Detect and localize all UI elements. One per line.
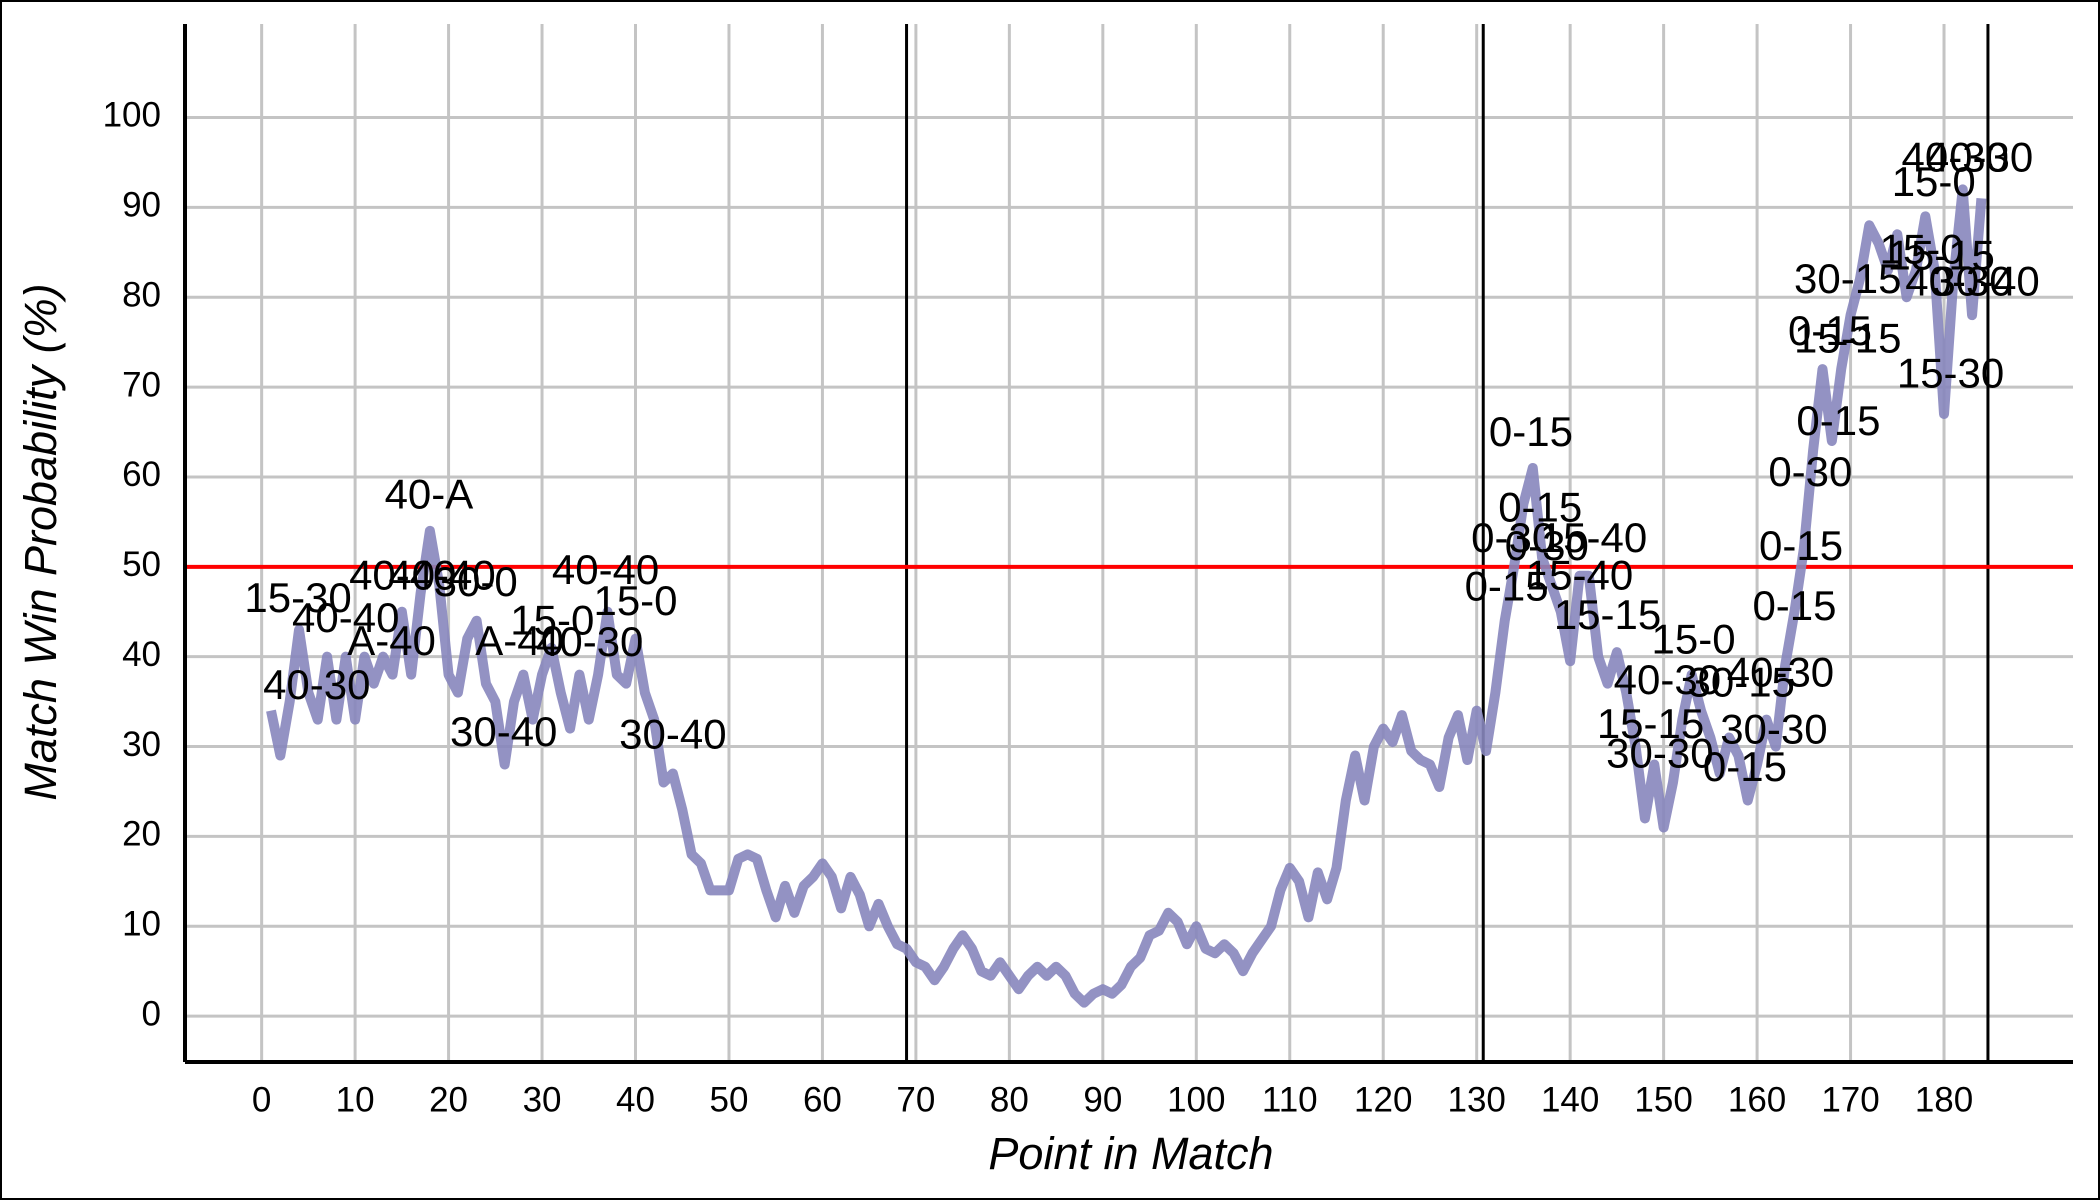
score-annotation: 15-0	[1651, 615, 1735, 662]
x-tick-label: 140	[1541, 1080, 1599, 1119]
score-annotation: 0-15	[1752, 582, 1836, 629]
x-tick-label: 130	[1447, 1080, 1505, 1119]
x-tick-label: 20	[429, 1080, 468, 1119]
score-annotation: 40-40	[349, 552, 456, 599]
score-annotation: 15-0	[1892, 158, 1976, 205]
score-annotation: 15-15	[1888, 232, 1995, 279]
score-annotation: 30-0	[434, 558, 518, 605]
score-annotation: 40-30	[536, 618, 643, 665]
y-tick-label: 80	[122, 275, 161, 314]
score-annotation: 15-30	[1897, 349, 2004, 396]
score-annotation: 40-40	[552, 546, 659, 593]
score-annotation: 40-A	[385, 471, 474, 518]
x-tick-label: 160	[1728, 1080, 1786, 1119]
y-tick-label: 70	[122, 365, 161, 404]
score-annotation: 15-15	[1554, 591, 1661, 638]
x-tick-label: 40	[616, 1080, 655, 1119]
y-tick-label: 50	[122, 545, 161, 584]
score-annotation: 40-40	[292, 594, 399, 641]
x-tick-label: 10	[336, 1080, 375, 1119]
line-series	[266, 184, 1987, 1008]
x-tick-label: 80	[990, 1080, 1029, 1119]
y-axis-title: Match Win Probability (%)	[15, 283, 66, 800]
score-annotation: 0-15	[1465, 562, 1549, 609]
score-annotation: 30-30	[1606, 730, 1713, 777]
x-tick-label: 60	[803, 1080, 842, 1119]
score-annotation: 40-30	[1902, 134, 2009, 181]
score-annotation: A-40	[475, 617, 564, 664]
x-tick-label: 90	[1083, 1080, 1122, 1119]
y-tick-label: 90	[122, 186, 161, 225]
score-annotation: 40-40	[388, 552, 495, 599]
score-annotation: 0-15	[1489, 408, 1573, 455]
x-tick-label: 180	[1915, 1080, 1973, 1119]
y-tick-label: 30	[122, 725, 161, 764]
score-annotation: 30-40	[450, 708, 557, 755]
y-tick-label: 40	[122, 635, 161, 674]
x-tick-label: 170	[1821, 1080, 1879, 1119]
score-annotation: 40-30	[1926, 134, 2033, 181]
score-annotation: 30-30	[1720, 705, 1827, 752]
score-annotation: 0-15	[1703, 743, 1787, 790]
x-axis-title: Point in Match	[988, 1128, 1273, 1179]
score-annotation: 15-40	[1540, 514, 1647, 561]
y-tick-label: 100	[103, 96, 161, 135]
x-tick-label: 70	[896, 1080, 935, 1119]
x-tick-label: 110	[1262, 1080, 1318, 1119]
x-tick-label: 50	[709, 1080, 748, 1119]
score-annotation: 30-40	[1932, 258, 2039, 305]
score-annotation: 15-30	[244, 574, 351, 621]
score-annotation: 15-0	[593, 577, 677, 624]
score-annotation: 15-15	[1794, 314, 1901, 361]
y-tick-label: 60	[122, 455, 161, 494]
score-annotation: 0-15	[1759, 522, 1843, 569]
score-annotation: 0-30	[1505, 522, 1589, 569]
score-annotation: 0-15	[1498, 483, 1582, 530]
score-annotation: A-40	[347, 617, 436, 664]
x-tick-label: 120	[1354, 1080, 1412, 1119]
score-annotation: 15-15	[1597, 700, 1704, 747]
x-tick-label: 100	[1167, 1080, 1225, 1119]
score-annotation: 30-15	[1687, 659, 1794, 706]
score-annotation: 0-30	[1768, 448, 1852, 495]
score-annotation: 15-0	[510, 597, 594, 644]
score-annotation: 40-30	[1727, 649, 1834, 696]
score-annotation: 40-30	[1614, 656, 1721, 703]
y-tick-label: 0	[142, 994, 161, 1033]
score-annotation: 30-15	[1794, 255, 1901, 302]
x-tick-label: 0	[252, 1080, 271, 1119]
y-tick-label: 20	[122, 815, 161, 854]
score-annotation: 40-30	[1905, 258, 2012, 305]
score-annotation: 0-30	[1471, 514, 1555, 561]
score-annotation: 40-30	[263, 661, 370, 708]
x-tick-label: 30	[523, 1080, 562, 1119]
y-tick-label: 10	[122, 905, 161, 944]
x-tick-label: 150	[1634, 1080, 1692, 1119]
score-annotation: 0-15	[1788, 307, 1872, 354]
score-annotation: 15-40	[1526, 552, 1633, 599]
score-annotation: 0-15	[1796, 397, 1880, 444]
score-annotation: 15-0	[1880, 225, 1964, 272]
score-annotation: 30-40	[619, 711, 726, 758]
